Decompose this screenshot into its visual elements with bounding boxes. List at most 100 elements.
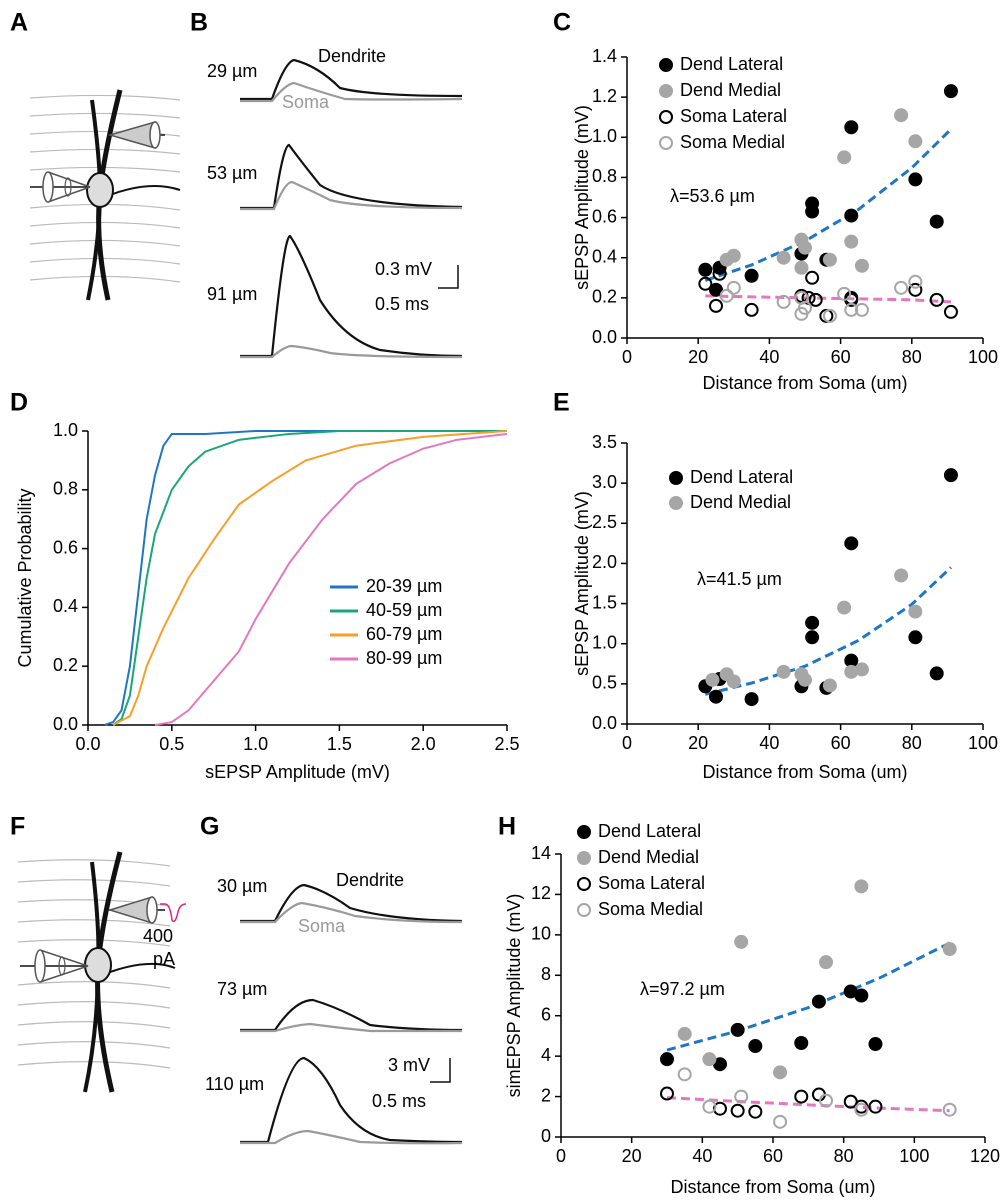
point bbox=[702, 1099, 717, 1114]
legend-label: Dend Medial bbox=[690, 492, 791, 512]
y-tick-label: 0.8 bbox=[53, 479, 78, 499]
y-tick-label: 0.8 bbox=[592, 166, 617, 186]
point bbox=[805, 630, 820, 645]
cdf-line bbox=[112, 430, 507, 726]
point bbox=[837, 150, 852, 165]
y-tick-label: 8 bbox=[541, 964, 551, 984]
x-axis-label: Distance from Soma (um) bbox=[702, 762, 907, 782]
point bbox=[894, 568, 909, 583]
y-tick-label: 0 bbox=[541, 1126, 551, 1146]
point bbox=[744, 692, 759, 707]
point bbox=[894, 280, 909, 295]
fit-line bbox=[704, 566, 952, 696]
cdf-line bbox=[154, 432, 508, 726]
point bbox=[734, 1089, 749, 1104]
y-tick-label: 6 bbox=[541, 1004, 551, 1024]
x-tick-label: 0 bbox=[622, 733, 632, 753]
dendrite-label: Dendrite bbox=[318, 46, 386, 66]
scale-label: 0.5 ms bbox=[372, 1091, 426, 1111]
x-tick-label: 100 bbox=[968, 347, 998, 367]
point bbox=[660, 1052, 674, 1067]
y-tick-label: 0.6 bbox=[592, 206, 617, 226]
y-tick-label: 1.0 bbox=[592, 126, 617, 146]
fit-line bbox=[704, 128, 953, 282]
voltage-traces bbox=[240, 883, 463, 1145]
point bbox=[943, 468, 958, 483]
point bbox=[844, 120, 859, 135]
legend-label: 40-59 µm bbox=[366, 600, 442, 620]
legend-marker bbox=[659, 84, 673, 98]
y-tick-label: 0.2 bbox=[592, 287, 617, 307]
trace-label: 30 µm bbox=[217, 876, 267, 896]
neuron-diagram bbox=[17, 851, 187, 1093]
y-tick-label: 3.0 bbox=[592, 472, 617, 492]
x-tick-label: 1.5 bbox=[327, 734, 352, 754]
trace-label: 73 µm bbox=[217, 979, 267, 999]
y-tick-label: 10 bbox=[531, 924, 551, 944]
y-tick-label: 0.6 bbox=[53, 537, 78, 557]
x-tick-label: 2.0 bbox=[411, 734, 436, 754]
point bbox=[908, 274, 923, 289]
point bbox=[819, 1093, 833, 1108]
point bbox=[709, 298, 723, 313]
point bbox=[677, 1067, 692, 1082]
point bbox=[719, 288, 734, 303]
soma-label: Soma bbox=[298, 916, 346, 936]
point bbox=[837, 286, 852, 301]
fit-line bbox=[666, 941, 951, 1052]
x-tick-label: 0 bbox=[622, 347, 632, 367]
annotation: λ=97.2 µm bbox=[640, 979, 725, 999]
point bbox=[854, 302, 869, 317]
y-tick-label: 0.4 bbox=[592, 246, 617, 266]
point bbox=[908, 630, 923, 645]
point bbox=[805, 615, 820, 630]
point bbox=[702, 1052, 717, 1067]
point bbox=[726, 674, 741, 689]
x-tick-label: 40 bbox=[759, 733, 779, 753]
x-tick-label: 20 bbox=[688, 733, 708, 753]
legend-marker bbox=[577, 903, 591, 917]
x-tick-label: 0.0 bbox=[75, 734, 100, 754]
y-tick-label: 2.0 bbox=[592, 552, 617, 572]
point bbox=[854, 258, 869, 273]
panel-letter: D bbox=[10, 389, 28, 417]
point bbox=[844, 653, 859, 668]
point bbox=[744, 268, 759, 283]
point bbox=[798, 300, 812, 315]
point bbox=[698, 276, 713, 291]
point bbox=[908, 604, 923, 619]
trace-label: 110 µm bbox=[205, 1074, 264, 1094]
point bbox=[894, 108, 909, 123]
point bbox=[822, 678, 837, 693]
y-tick-label: 1.5 bbox=[592, 592, 617, 612]
point bbox=[854, 1102, 869, 1117]
point bbox=[776, 664, 791, 679]
trace-label: 53 µm bbox=[207, 163, 257, 183]
point bbox=[748, 1104, 763, 1119]
stimulus-unit: pA bbox=[153, 949, 175, 969]
point bbox=[942, 942, 957, 957]
point bbox=[805, 270, 820, 285]
point bbox=[908, 282, 923, 297]
x-tick-label: 40 bbox=[759, 347, 779, 367]
legend-label: Soma Medial bbox=[598, 899, 703, 919]
legend-label: Soma Lateral bbox=[598, 873, 705, 893]
y-axis-label: sEPSP Amplitude (mV) bbox=[572, 105, 592, 290]
point bbox=[819, 955, 833, 970]
fit-line bbox=[666, 1096, 950, 1113]
x-axis-label: sEPSP Amplitude (mV) bbox=[205, 762, 390, 782]
legend-marker bbox=[669, 496, 683, 510]
point bbox=[811, 994, 826, 1009]
x-tick-label: 60 bbox=[831, 347, 851, 367]
y-tick-label: 4 bbox=[541, 1045, 551, 1065]
x-axis-label: Distance from Soma (um) bbox=[670, 1177, 875, 1197]
annotation: λ=41.5 µm bbox=[697, 569, 782, 589]
point bbox=[730, 1103, 745, 1118]
legend-marker bbox=[669, 471, 683, 485]
legend-marker bbox=[659, 110, 673, 124]
x-tick-label: 60 bbox=[763, 1146, 783, 1166]
scale-label: 0.3 mV bbox=[375, 259, 432, 279]
y-tick-label: 2.5 bbox=[592, 512, 617, 532]
legend-label: 60-79 µm bbox=[366, 624, 442, 644]
point bbox=[734, 934, 749, 949]
